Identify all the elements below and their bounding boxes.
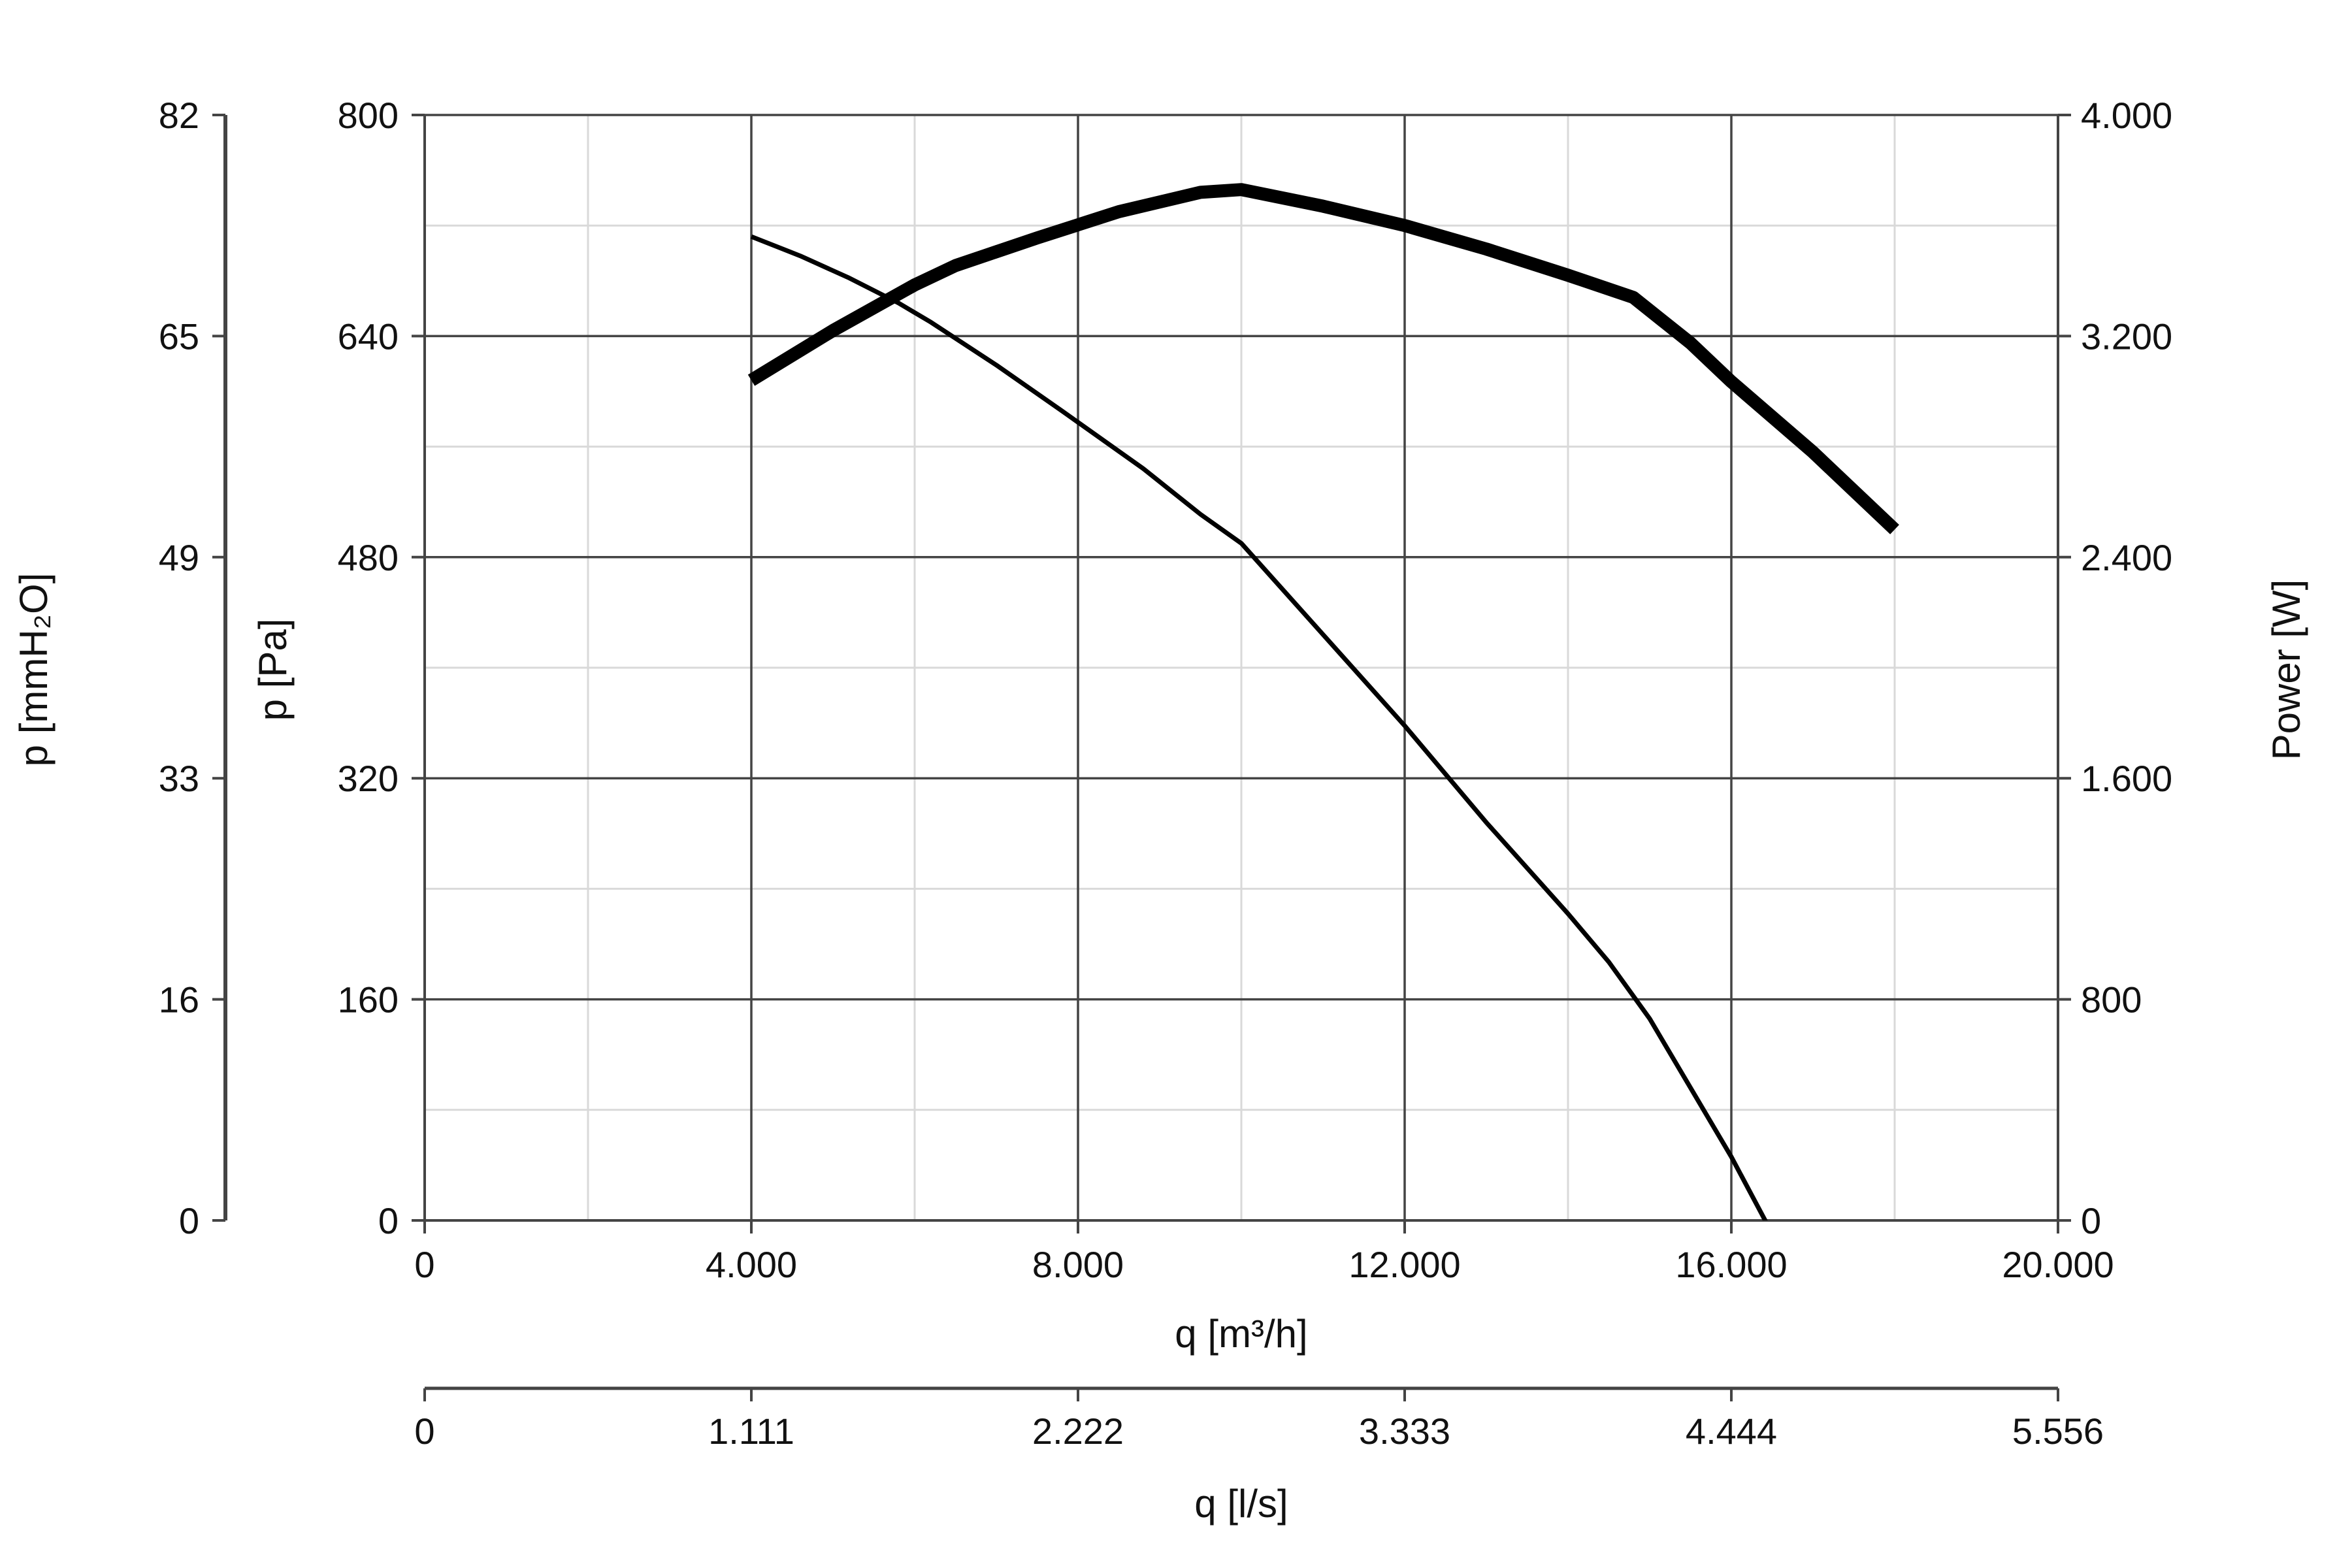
y-tick-label: 0: [378, 1200, 399, 1241]
y-right-tick-labels: 0 800 1.600 2.400 3.200 4.000: [2081, 95, 2172, 1241]
y-tick-label: 800: [338, 95, 399, 136]
y-tick-labels: 0 160 320 480 640 800: [338, 95, 399, 1241]
x-secondary-tick-labels: 0 1.111 2.222 3.333 4.444 5.556: [414, 1411, 2104, 1452]
x-tick-label: 0: [414, 1244, 434, 1285]
y-right-tick-label: 2.400: [2081, 537, 2172, 578]
x-secondary-tick-label: 2.222: [1032, 1411, 1124, 1452]
x-tick-label: 20.000: [2002, 1244, 2114, 1285]
y-secondary-tick-label: 0: [179, 1200, 199, 1241]
x-secondary-tick-label: 0: [414, 1411, 434, 1452]
axis-ticks: [212, 114, 2071, 1401]
x-secondary-tick-label: 5.556: [2012, 1411, 2104, 1452]
pressure-curve: [750, 234, 1768, 1220]
x-secondary-tick-label: 1.111: [708, 1411, 794, 1452]
y-right-tick-label: 3.200: [2081, 316, 2172, 357]
y-tick-label: 480: [338, 537, 399, 578]
y-secondary-tick-label: 33: [159, 758, 199, 799]
x-tick-label: 4.000: [706, 1244, 797, 1285]
minor-gridlines: [425, 115, 2058, 1220]
y-right-tick-label: 4.000: [2081, 95, 2172, 136]
y-secondary-tick-labels: 0 16 33 49 65 82: [159, 95, 199, 1241]
x-secondary-axis-title: q [l/s]: [1194, 1482, 1288, 1526]
y-secondary-tick-label: 82: [159, 95, 199, 136]
y-right-tick-label: 1.600: [2081, 758, 2172, 799]
y-right-tick-label: 800: [2081, 979, 2142, 1021]
x-tick-labels: 0 4.000 8.000 12.000 16.000 20.000: [414, 1244, 2114, 1285]
y-tick-label: 640: [338, 316, 399, 357]
x-tick-label: 12.000: [1348, 1244, 1460, 1285]
y-tick-label: 320: [338, 758, 399, 799]
y-secondary-axis-title: p [mmH₂O]: [12, 573, 56, 767]
x-secondary-tick-label: 4.444: [1686, 1411, 1777, 1452]
x-tick-label: 16.000: [1675, 1244, 1787, 1285]
x-tick-label: 8.000: [1032, 1244, 1124, 1285]
y-secondary-tick-label: 16: [159, 979, 199, 1021]
x-secondary-tick-label: 3.333: [1359, 1411, 1450, 1452]
y-secondary-tick-label: 49: [159, 537, 199, 578]
y-right-tick-label: 0: [2081, 1200, 2101, 1241]
series-layer: [747, 183, 1899, 1220]
y-tick-label: 160: [338, 979, 399, 1021]
power-curve: [747, 183, 1899, 534]
y-axis-title: p [Pa]: [251, 619, 295, 721]
x-axis-title: q [m³/h]: [1175, 1312, 1307, 1356]
y-right-axis-title: Power [W]: [2264, 580, 2308, 760]
y-secondary-tick-label: 65: [159, 316, 199, 357]
